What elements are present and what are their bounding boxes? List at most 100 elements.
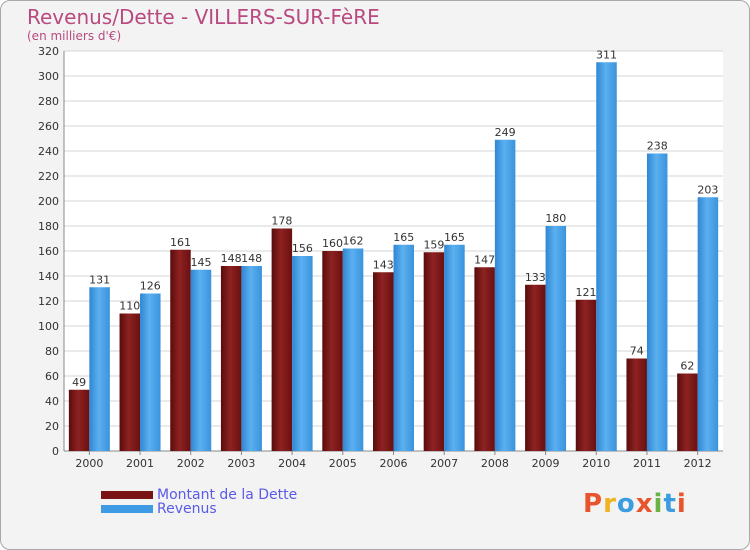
data-label-revenus-2005: 162 [343,235,364,248]
data-label-dette-2006: 143 [373,258,394,271]
x-tick-label: 2009 [532,457,560,470]
bar-revenus-2000 [89,287,110,451]
data-label-dette-2004: 178 [271,215,292,228]
y-tick-label: 40 [45,395,59,408]
y-tick-label: 0 [52,445,59,458]
data-label-revenus-2007: 165 [444,231,465,244]
bar-dette-2009 [525,284,546,451]
y-tick-label: 180 [38,220,59,233]
legend-swatch-dette [101,491,153,499]
logo-letter: i [676,489,687,519]
data-label-dette-2009: 133 [525,271,546,284]
x-tick-label: 2004 [278,457,306,470]
y-tick-label: 20 [45,420,59,433]
y-tick-label: 80 [45,345,59,358]
x-tick-label: 2008 [481,457,509,470]
x-tick-label: 2007 [430,457,458,470]
data-label-dette-2012: 62 [680,360,694,373]
bar-revenus-2003 [241,266,262,451]
x-tick-label: 2005 [329,457,357,470]
y-tick-label: 120 [38,295,59,308]
x-tick-label: 2011 [633,457,661,470]
y-tick-label: 280 [38,95,59,108]
y-tick-label: 160 [38,245,59,258]
bar-revenus-2004 [292,256,313,451]
bar-dette-2001 [119,313,141,451]
data-label-revenus-2008: 249 [495,126,516,139]
data-label-revenus-2000: 131 [89,273,110,286]
data-label-revenus-2004: 156 [292,242,313,255]
bar-revenus-2011 [646,153,668,451]
bar-dette-2010 [575,299,597,451]
chart-title: Revenus/Dette - VILLERS-SUR-FèRE [27,5,380,29]
bar-dette-2005 [322,251,343,451]
legend-swatch-revenus [101,505,153,513]
data-label-revenus-2003: 148 [241,252,262,265]
data-label-dette-2000: 49 [72,376,86,389]
bar-revenus-2002 [190,269,212,451]
data-label-revenus-2012: 203 [697,183,718,196]
bar-dette-2000 [68,389,90,451]
data-label-revenus-2011: 238 [647,140,668,153]
bar-dette-2012 [677,373,698,451]
logo-letter: P [583,489,604,519]
logo-letter: o [616,489,636,519]
x-tick-label: 2006 [380,457,408,470]
legend-label-dette: Montant de la Dette [157,487,298,503]
data-label-revenus-2001: 126 [140,280,161,293]
x-tick-label: 2012 [684,457,712,470]
y-tick-label: 260 [38,120,59,133]
data-label-revenus-2002: 145 [190,256,211,269]
bar-dette-2003 [220,266,242,451]
y-tick-label: 240 [38,145,59,158]
y-tick-label: 200 [38,195,59,208]
y-tick-label: 300 [38,70,59,83]
bar-dette-2004 [271,228,293,451]
logo-letter: x [635,489,654,519]
bar-revenus-2007 [444,244,465,451]
legend-item-revenus: Revenus [101,501,217,517]
bar-dette-2002 [170,249,191,451]
x-tick-label: 2002 [177,457,205,470]
logo-letter: i [653,489,664,519]
y-tick-label: 100 [38,320,59,333]
legend-label-revenus: Revenus [157,501,217,517]
x-tick-label: 2000 [75,457,103,470]
y-tick-label: 320 [38,45,59,58]
y-tick-label: 220 [38,170,59,183]
bar-dette-2006 [373,272,394,451]
y-tick-label: 60 [45,370,59,383]
bar-revenus-2006 [393,244,414,451]
x-tick-label: 2003 [227,457,255,470]
bar-dette-2007 [423,252,445,451]
data-label-dette-2001: 110 [119,300,140,313]
chart-subtitle: (en milliers d'€) [27,29,122,43]
bar-dette-2011 [626,358,647,451]
data-label-dette-2010: 121 [576,286,597,299]
data-label-dette-2005: 160 [322,237,343,250]
data-label-dette-2003: 148 [221,252,242,265]
data-label-revenus-2006: 165 [393,231,414,244]
legend-item-dette: Montant de la Dette [101,487,297,503]
data-label-revenus-2010: 311 [596,48,617,61]
x-tick-label: 2010 [582,457,610,470]
data-label-dette-2002: 161 [170,236,191,249]
data-label-dette-2007: 159 [423,238,444,251]
proxiti-logo: Proxiti [583,489,687,519]
data-label-dette-2011: 74 [630,345,644,358]
bar-revenus-2012 [697,197,719,451]
bar-revenus-2009 [545,226,567,451]
bar-revenus-2005 [342,248,364,451]
bar-revenus-2010 [596,62,617,451]
x-tick-label: 2001 [126,457,154,470]
logo-letter: r [603,489,617,519]
data-label-dette-2008: 147 [474,253,495,266]
data-label-revenus-2009: 180 [545,212,566,225]
y-tick-label: 140 [38,270,59,283]
logo-letter: t [663,489,677,519]
bar-dette-2008 [474,267,495,451]
bar-revenus-2001 [140,293,161,451]
bar-revenus-2008 [494,139,516,451]
